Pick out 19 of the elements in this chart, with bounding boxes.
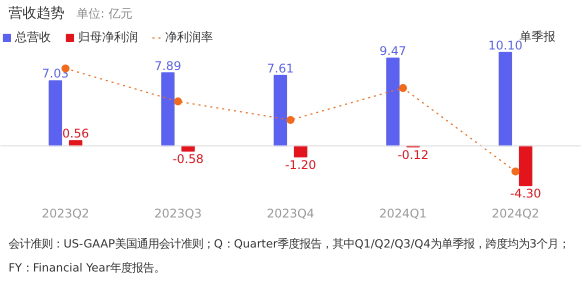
x-tick-label: 2023Q2: [42, 206, 90, 220]
data-label: -4.30: [510, 186, 542, 201]
data-label: -1.20: [285, 158, 316, 172]
data-label: 0.56: [62, 126, 89, 141]
x-tick-label: 2023Q4: [266, 206, 314, 220]
x-tick-label: 2024Q2: [492, 206, 540, 220]
data-label: 9.47: [380, 44, 406, 58]
legend-label: 净利润率: [165, 29, 213, 46]
annotation: 会计准则：US-GAAP美国通用会计准则；Q：Quarter季度报告，其中Q1/Q2/Q3/Q4为单季报，跨度均为3个月；FY：Financial Year年度报告。: [8, 236, 570, 274]
text: 单位: 亿元: [76, 6, 132, 20]
chart-title: 营收趋势: [8, 6, 64, 22]
data-label: 7.89: [154, 58, 182, 73]
x-tick-label: 2023Q3: [154, 206, 202, 220]
data-label: 7.61: [267, 61, 294, 76]
x-tick-label: 2024Q1: [379, 206, 427, 220]
legend-label: 归母净利润: [78, 29, 138, 46]
data-label: -0.58: [172, 152, 204, 166]
legend-label: 总营收: [15, 29, 51, 46]
data-label: -0.12: [398, 148, 429, 162]
